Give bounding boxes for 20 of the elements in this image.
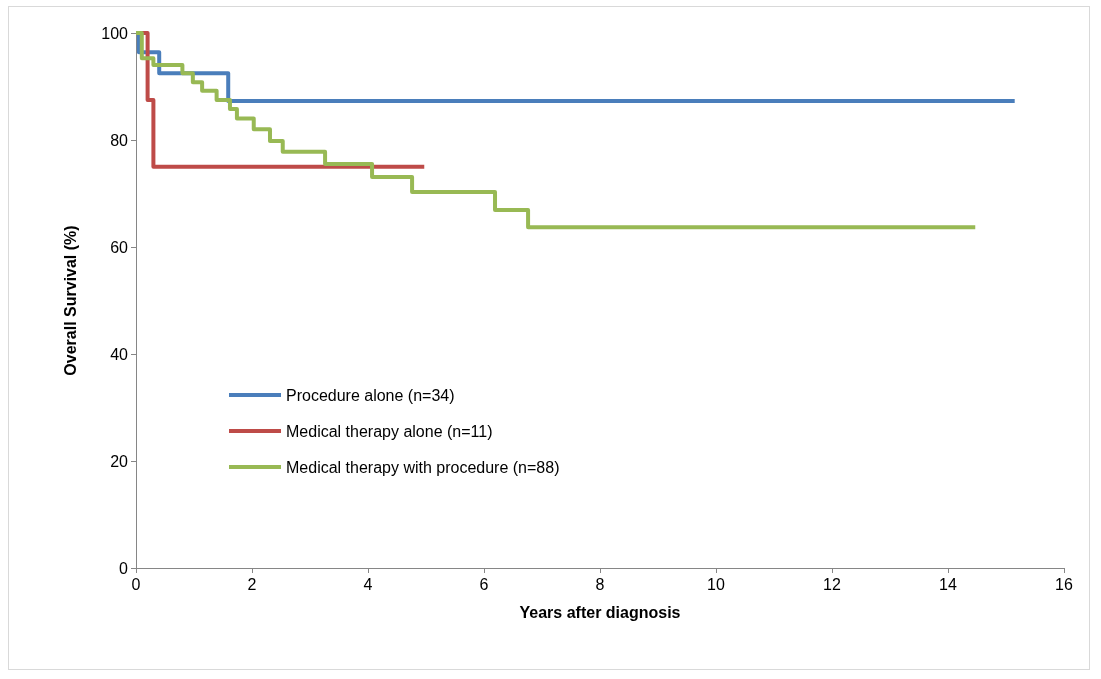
y-tick-label: 60 <box>110 238 129 256</box>
x-tick-label: 10 <box>707 575 725 593</box>
y-tick-label: 40 <box>110 345 129 363</box>
y-tick-label: 20 <box>110 452 129 470</box>
y-tick-label: 100 <box>101 24 129 42</box>
x-axis-title: Years after diagnosis <box>519 603 681 621</box>
y-tick-label: 0 <box>119 559 129 577</box>
x-tick-label: 2 <box>247 575 257 593</box>
x-tick-label: 6 <box>479 575 489 593</box>
x-tick-label: 0 <box>131 575 141 593</box>
legend-label: Medical therapy with procedure (n=88) <box>286 458 560 476</box>
x-tick-label: 8 <box>595 575 605 593</box>
y-axis-title: Overall Survival (%) <box>61 225 79 376</box>
x-tick-label: 16 <box>1055 575 1073 593</box>
legend-label: Medical therapy alone (n=11) <box>286 422 493 440</box>
y-tick-label: 80 <box>110 131 129 149</box>
x-tick-label: 12 <box>823 575 841 593</box>
legend-label: Procedure alone (n=34) <box>286 386 455 404</box>
x-tick-label: 4 <box>363 575 373 593</box>
x-tick-label: 14 <box>939 575 957 593</box>
